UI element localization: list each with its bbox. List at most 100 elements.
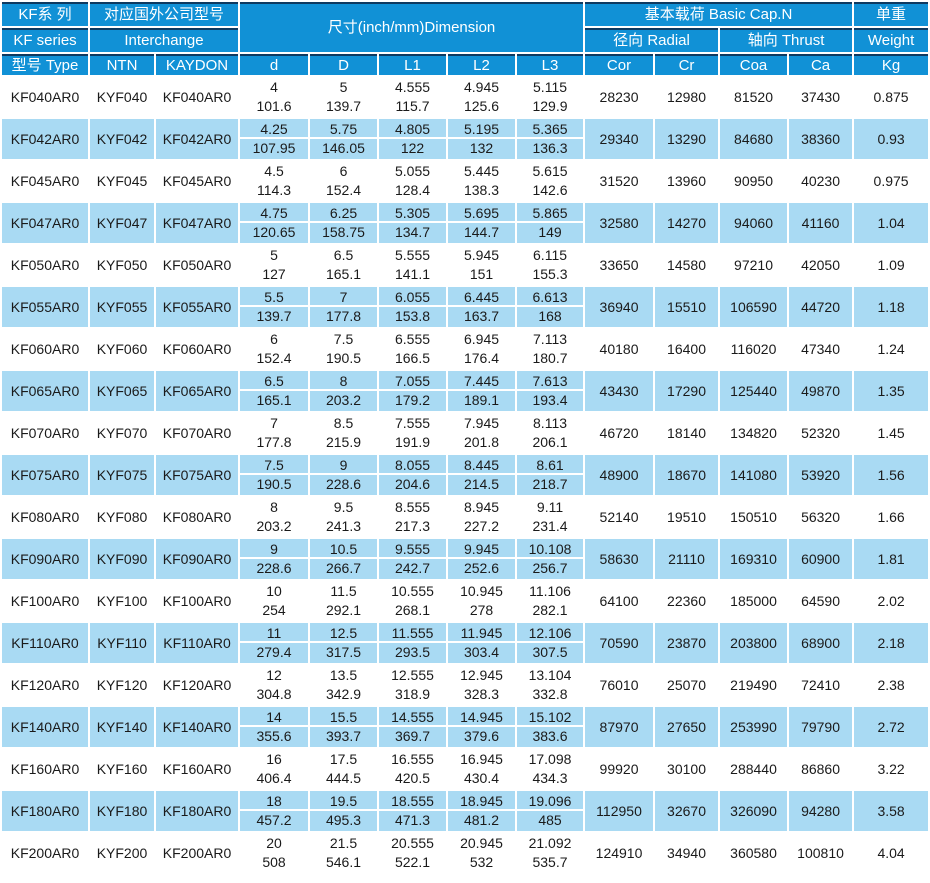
cell-ntn: KYF100 [96,593,148,609]
dim-mm-value: 141.1 [394,266,431,282]
cell-dim-L1: 16.555 420.5 [379,749,447,789]
cell-dim-d: 11 279.4 [240,623,309,663]
col-ntn: NTN [90,54,154,75]
cell-cr: 22360 [667,593,706,609]
cell-cr: 16400 [667,341,706,357]
dim-mm-value: 165.1 [325,266,362,282]
cell-dim-d: 4.75 120.65 [240,203,309,243]
dim-mm-value: 242.7 [394,560,431,576]
cell-kg: 4.04 [877,845,905,861]
cell-ca: 40230 [801,173,840,189]
cell-ca: 52320 [801,425,840,441]
dim-inch-value: 7.5 [240,456,309,475]
dim-mm-value: 379.6 [463,728,500,744]
cell-dim-L3: 9.11 231.4 [517,497,584,537]
cell-dim-L3: 15.102 383.6 [517,707,584,747]
header-row-groups-en: KF series Interchange 径向 Radial 轴向 Thrus… [2,28,929,52]
dim-mm-value: 342.9 [325,686,362,702]
dim-inch-value: 12.106 [517,624,584,643]
dim-mm-value: 495.3 [325,812,362,828]
dim-inch-value: 5.695 [448,204,516,223]
cell-ntn: KYF160 [96,761,148,777]
dim-mm-value: 266.7 [325,560,362,576]
cell-dim-L3: 5.865 149 [517,203,584,243]
cell-kg: 1.66 [877,509,905,525]
dim-inch-value: 7.055 [379,372,447,391]
dim-inch-value: 13.5 [310,666,378,685]
cell-ca: 44720 [789,287,853,327]
dim-mm-value: 252.6 [463,560,500,576]
dim-mm-value: 215.9 [325,434,362,450]
cell-cor: 29340 [585,119,654,159]
cell-dim-d: 4 101.6 [240,77,309,117]
cell-dim-D: 9 228.6 [310,455,378,495]
col-L2: L2 [448,54,516,75]
dim-mm-value: 293.5 [394,644,431,660]
col-cr: Cr [655,54,719,75]
cell-ntn: KYF047 [90,203,154,243]
header-kf-series-zh: KF系 列 [2,2,88,26]
col-ca: Ca [789,54,853,75]
cell-kaydon: KF200AR0 [162,845,232,861]
dim-mm-value: 158.75 [322,224,365,240]
cell-ca: 72410 [801,677,840,693]
dim-inch-value: 14 [240,708,309,727]
dim-inch-value: 8 [240,498,309,517]
cell-cor: 99920 [599,761,639,777]
cell-dim-L3: 5.615 142.6 [517,161,584,201]
cell-dim-D: 7 177.8 [310,287,378,327]
dim-inch-value: 12.5 [310,624,378,643]
cell-dim-L2: 5.195 132 [448,119,516,159]
cell-dim-D: 7.5 190.5 [310,329,378,369]
cell-kaydon: KF080AR0 [162,509,232,525]
cell-ca: 41160 [789,203,853,243]
cell-coa: 253990 [720,707,788,747]
cell-dim-L2: 9.945 252.6 [448,539,516,579]
dim-inch-value: 6.25 [310,204,378,223]
col-kaydon: KAYDON [156,54,239,75]
cell-dim-L1: 8.055 204.6 [379,455,447,495]
cell-coa: 219490 [730,677,777,693]
dim-inch-value: 11.945 [448,624,516,643]
cell-dim-L2: 6.945 176.4 [448,329,516,369]
dim-mm-value: 127 [262,266,286,282]
cell-dim-L1: 9.555 242.7 [379,539,447,579]
cell-type: KF050AR0 [10,257,80,273]
dim-inch-value: 5 [310,78,378,97]
dim-mm-value: 318.9 [394,686,431,702]
cell-coa: 169310 [720,539,788,579]
dim-inch-value: 7.5 [310,330,378,349]
dim-mm-value: 317.5 [325,644,362,660]
dim-mm-value: 142.6 [532,182,568,198]
cell-cor: 64100 [599,593,639,609]
cell-dim-L2: 14.945 379.6 [448,707,516,747]
dim-inch-value: 6.115 [517,246,584,265]
dim-mm-value: 204.6 [394,476,431,492]
header-thrust: 轴向 Thrust [720,28,853,52]
cell-coa: 116020 [730,341,777,357]
dim-inch-value: 10 [240,582,309,601]
cell-kg: 1.24 [877,341,905,357]
cell-cr: 25070 [667,677,706,693]
dim-mm-value: 146.05 [322,140,365,156]
cell-cor: 28230 [599,89,639,105]
cell-cr: 14580 [667,257,706,273]
cell-dim-L3: 8.113 206.1 [517,413,584,453]
dim-inch-value: 20.945 [448,834,516,853]
table-row: KF047AR0 KYF047 KF047AR0 4.75 120.65 6.25 158.… [2,203,929,243]
dim-mm-value: 369.7 [394,728,431,744]
dim-mm-value: 201.8 [463,434,500,450]
dim-inch-value: 15.5 [310,708,378,727]
dim-mm-value: 190.5 [256,476,292,492]
dim-mm-value: 522.1 [394,854,431,870]
dim-mm-value: 393.7 [325,728,362,744]
dim-mm-value: 268.1 [394,602,431,618]
cell-type: KF100AR0 [10,593,80,609]
dim-inch-value: 9.5 [310,498,378,517]
dim-mm-value: 508 [262,854,286,870]
cell-dim-L2: 4.945 125.6 [448,77,516,117]
cell-dim-d: 18 457.2 [240,791,309,831]
dim-mm-value: 444.5 [325,770,362,786]
cell-ntn: KYF075 [90,455,154,495]
cell-coa: 185000 [730,593,777,609]
